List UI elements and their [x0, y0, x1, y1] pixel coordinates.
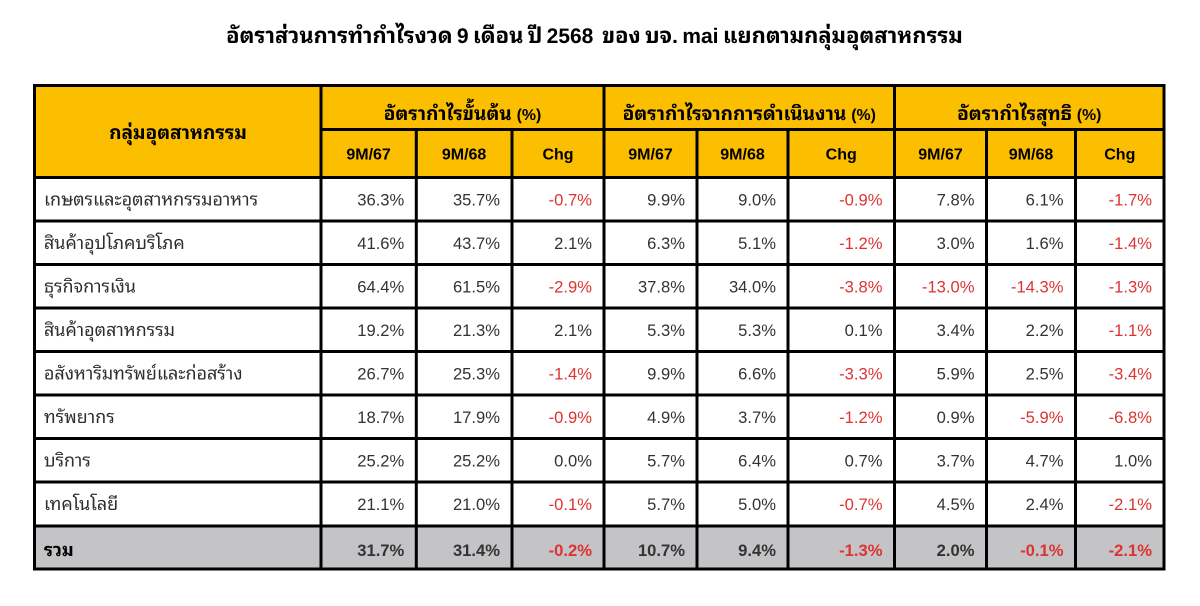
svg-text:17.9%: 17.9% — [453, 408, 500, 427]
svg-text:5.3%: 5.3% — [738, 321, 776, 340]
svg-text:9.0%: 9.0% — [738, 191, 776, 210]
svg-text:1.6%: 1.6% — [1026, 234, 1064, 253]
svg-text:2.4%: 2.4% — [1026, 495, 1064, 514]
svg-text:-1.1%: -1.1% — [1109, 321, 1153, 340]
svg-text:2.0%: 2.0% — [937, 541, 975, 560]
svg-text:3.7%: 3.7% — [738, 408, 776, 427]
svg-text:36.3%: 36.3% — [357, 191, 404, 210]
svg-text:31.4%: 31.4% — [453, 541, 500, 560]
svg-text:10.7%: 10.7% — [638, 541, 685, 560]
svg-text:3.4%: 3.4% — [937, 321, 975, 340]
svg-text:21.3%: 21.3% — [453, 321, 500, 340]
svg-text:-1.3%: -1.3% — [839, 541, 883, 560]
svg-text:4.7%: 4.7% — [1026, 452, 1064, 471]
svg-text:5.9%: 5.9% — [937, 365, 975, 384]
svg-text:2.1%: 2.1% — [554, 321, 592, 340]
svg-text:6.6%: 6.6% — [738, 365, 776, 384]
svg-text:9M/67: 9M/67 — [628, 147, 673, 164]
svg-text:9M/68: 9M/68 — [1009, 147, 1054, 164]
svg-text:-2.1%: -2.1% — [1109, 495, 1153, 514]
svg-text:-1.4%: -1.4% — [1109, 234, 1153, 253]
svg-text:3.7%: 3.7% — [937, 452, 975, 471]
svg-text:0.7%: 0.7% — [845, 452, 883, 471]
svg-text:61.5%: 61.5% — [453, 278, 500, 297]
svg-text:4.9%: 4.9% — [647, 408, 685, 427]
svg-text:25.2%: 25.2% — [453, 452, 500, 471]
svg-text:21.1%: 21.1% — [357, 495, 404, 514]
svg-text:-3.8%: -3.8% — [839, 278, 883, 297]
svg-text:37.8%: 37.8% — [638, 278, 685, 297]
svg-text:2.5%: 2.5% — [1026, 365, 1064, 384]
svg-text:-1.2%: -1.2% — [839, 408, 883, 427]
svg-text:-0.2%: -0.2% — [549, 541, 593, 560]
svg-text:9.9%: 9.9% — [647, 365, 685, 384]
svg-text:-0.7%: -0.7% — [549, 191, 593, 210]
svg-text:19.2%: 19.2% — [357, 321, 404, 340]
svg-text:Chg: Chg — [826, 147, 857, 164]
svg-text:43.7%: 43.7% — [453, 234, 500, 253]
svg-text:41.6%: 41.6% — [357, 234, 404, 253]
svg-text:-1.2%: -1.2% — [839, 234, 883, 253]
svg-text:25.3%: 25.3% — [453, 365, 500, 384]
svg-text:Chg: Chg — [542, 147, 573, 164]
svg-text:0.1%: 0.1% — [845, 321, 883, 340]
svg-text:-2.9%: -2.9% — [549, 278, 593, 297]
svg-text:9M/67: 9M/67 — [346, 147, 391, 164]
svg-text:-3.3%: -3.3% — [839, 365, 883, 384]
svg-text:5.1%: 5.1% — [738, 234, 776, 253]
svg-text:Chg: Chg — [1104, 147, 1135, 164]
svg-text:5.0%: 5.0% — [738, 495, 776, 514]
svg-text:9M/67: 9M/67 — [918, 147, 963, 164]
svg-text:9M/68: 9M/68 — [442, 147, 487, 164]
svg-text:-3.4%: -3.4% — [1109, 365, 1153, 384]
svg-text:-14.3%: -14.3% — [1011, 278, 1064, 297]
svg-text:1.0%: 1.0% — [1114, 452, 1152, 471]
svg-text:-0.1%: -0.1% — [549, 495, 593, 514]
svg-text:2.2%: 2.2% — [1026, 321, 1064, 340]
svg-text:18.7%: 18.7% — [357, 408, 404, 427]
svg-text:-0.1%: -0.1% — [1020, 541, 1064, 560]
svg-text:31.7%: 31.7% — [357, 541, 404, 560]
svg-text:34.0%: 34.0% — [729, 278, 776, 297]
svg-text:0.9%: 0.9% — [937, 408, 975, 427]
svg-text:9M/68: 9M/68 — [720, 147, 765, 164]
svg-text:-13.0%: -13.0% — [922, 278, 975, 297]
svg-text:5.7%: 5.7% — [647, 495, 685, 514]
svg-text:6.4%: 6.4% — [738, 452, 776, 471]
svg-text:64.4%: 64.4% — [357, 278, 404, 297]
svg-text:0.0%: 0.0% — [554, 452, 592, 471]
svg-text:-1.4%: -1.4% — [549, 365, 593, 384]
svg-text:9.9%: 9.9% — [647, 191, 685, 210]
svg-text:5.3%: 5.3% — [647, 321, 685, 340]
svg-text:2.1%: 2.1% — [554, 234, 592, 253]
svg-text:-1.7%: -1.7% — [1109, 191, 1153, 210]
svg-text:9.4%: 9.4% — [738, 541, 776, 560]
svg-text:6.3%: 6.3% — [647, 234, 685, 253]
svg-text:21.0%: 21.0% — [453, 495, 500, 514]
svg-text:7.8%: 7.8% — [937, 191, 975, 210]
svg-text:26.7%: 26.7% — [357, 365, 404, 384]
svg-text:-2.1%: -2.1% — [1109, 541, 1153, 560]
svg-text:-6.8%: -6.8% — [1109, 408, 1153, 427]
svg-text:5.7%: 5.7% — [647, 452, 685, 471]
svg-text:-0.9%: -0.9% — [839, 191, 883, 210]
svg-text:3.0%: 3.0% — [937, 234, 975, 253]
svg-text:6.1%: 6.1% — [1026, 191, 1064, 210]
svg-text:35.7%: 35.7% — [453, 191, 500, 210]
svg-text:-0.7%: -0.7% — [839, 495, 883, 514]
svg-text:25.2%: 25.2% — [357, 452, 404, 471]
svg-text:-0.9%: -0.9% — [549, 408, 593, 427]
svg-text:-5.9%: -5.9% — [1020, 408, 1064, 427]
svg-text:4.5%: 4.5% — [937, 495, 975, 514]
svg-text:-1.3%: -1.3% — [1109, 278, 1153, 297]
